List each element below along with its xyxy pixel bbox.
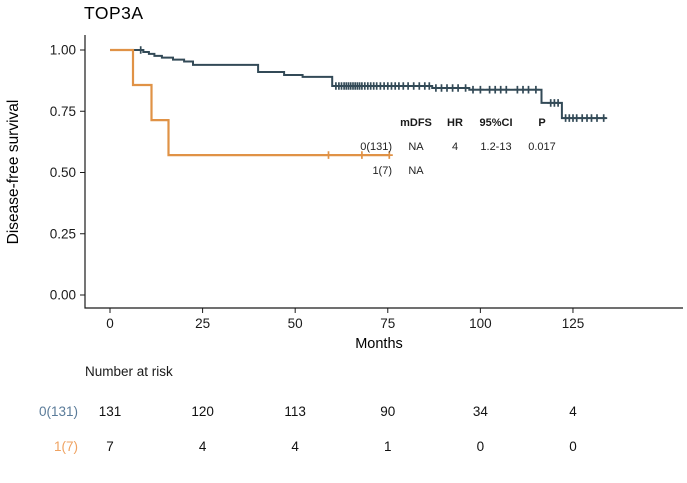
stats-header-hr: HR	[447, 117, 463, 129]
censor-marks-group0	[137, 46, 608, 122]
stats-group0-ci: 1.2-13	[480, 141, 512, 153]
stats-group1-mdfs: NA	[408, 165, 424, 177]
risk-group0-label: 0(131)	[38, 404, 78, 419]
stats-header-mdfs: mDFS	[400, 117, 432, 129]
risk-group0-counts: 131 120 113 90 34 4	[0, 404, 687, 421]
y-tick-label: 1.00	[50, 43, 76, 58]
stats-group1-ci	[470, 165, 522, 189]
y-tick-label: 0.25	[50, 226, 76, 241]
stats-row-group0: 0(131) NA 4 1.2-13 0.017	[350, 141, 562, 165]
risk-count: 131	[98, 404, 122, 419]
risk-count: 0	[569, 439, 577, 454]
risk-count: 113	[284, 404, 306, 419]
stats-group0-label: 0(131)	[360, 141, 392, 153]
stats-group0-p: 0.017	[528, 141, 556, 153]
km-curve-group0	[110, 49, 607, 120]
plot-title: TOP3A	[84, 3, 144, 23]
risk-count: 4	[291, 439, 299, 454]
risk-count: 4	[569, 404, 577, 419]
x-tick-label: 25	[195, 316, 210, 331]
x-tick-label: 0	[106, 316, 114, 331]
y-tick-label: 0.50	[50, 165, 76, 180]
km-plot: 0.00 0.25 0.50 0.75 1.00 0 25 50 75 100 125	[50, 35, 683, 331]
risk-count: 7	[106, 439, 114, 454]
risk-count: 34	[472, 404, 488, 419]
stats-group1-p	[522, 165, 562, 189]
x-tick-label: 125	[562, 316, 585, 331]
risk-count: 120	[191, 404, 214, 419]
stats-table: mDFS HR 95%CI P 0(131) NA 4 1.2-13 0.017…	[350, 117, 562, 189]
risk-group1-counts: 7 4 4 1 0 0	[0, 439, 687, 456]
x-axis-title: Months	[355, 336, 403, 352]
stats-header-blank	[350, 117, 392, 141]
risk-group1-label: 1(7)	[53, 439, 78, 454]
risk-count: 4	[198, 439, 207, 454]
stats-group1-hr	[440, 165, 470, 189]
x-tick-label: 75	[380, 316, 395, 331]
km-curve-group1	[110, 48, 390, 157]
risk-count: 90	[380, 404, 396, 419]
axis-lines	[84, 35, 683, 309]
x-tick-label: 100	[469, 316, 492, 331]
stats-row-group1: 1(7) NA	[350, 165, 562, 189]
stats-header-ci: 95%CI	[479, 117, 513, 129]
risk-count: 1	[384, 439, 392, 454]
stats-group1-label: 1(7)	[372, 165, 392, 177]
censor-marks-group1	[325, 151, 393, 159]
risk-count: 0	[476, 439, 485, 454]
number-at-risk-title: Number at risk	[85, 364, 173, 379]
y-tick-label: 0.75	[50, 104, 76, 119]
y-tick-label: 0.00	[50, 288, 76, 303]
stats-group0-mdfs: NA	[408, 141, 424, 153]
x-tick-label: 50	[288, 316, 303, 331]
stats-group0-hr: 4	[451, 141, 459, 153]
stats-header-p: P	[538, 117, 546, 129]
stats-header-row: mDFS HR 95%CI P	[350, 117, 562, 141]
